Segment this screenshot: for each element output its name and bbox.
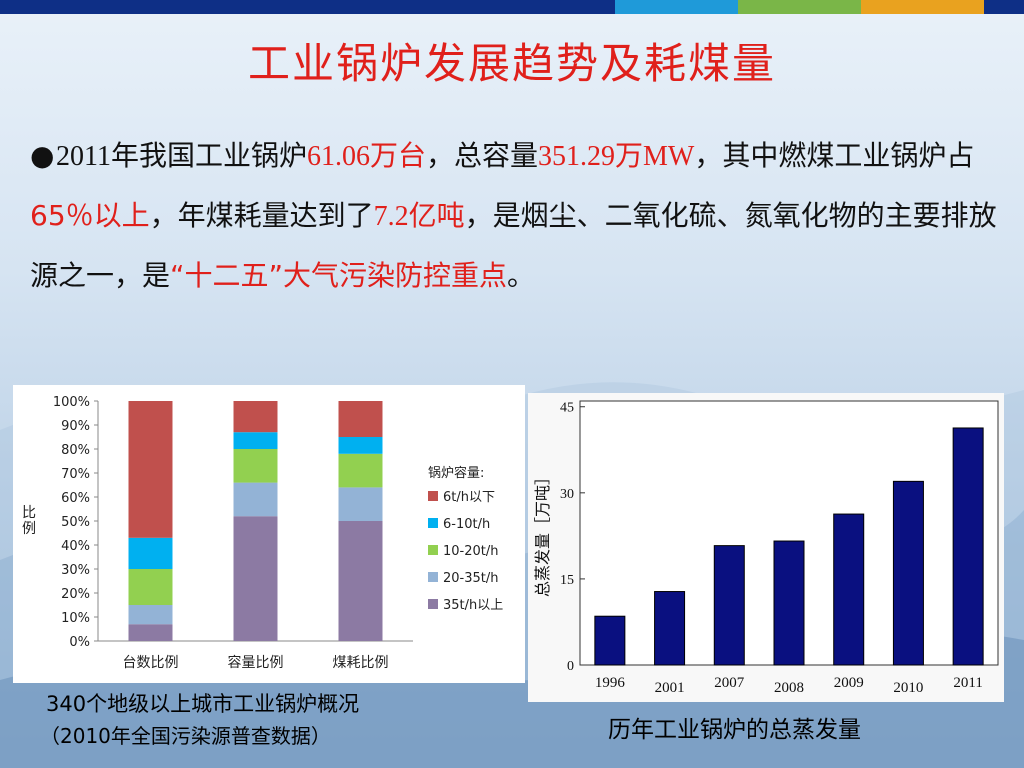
x-category-label: 台数比例 xyxy=(123,655,179,671)
bar xyxy=(833,513,865,666)
evaporation-bar-chart: 0 15 30 45 总蒸发量［万吨］ 1996 2001 2007 2008 2009 2010 2… xyxy=(533,400,999,696)
summary-paragraph: ●2011年我国工业锅炉61.06万台，总容量351.29万MW，其中燃煤工业锅… xyxy=(30,126,1000,305)
stacked-bar-segment xyxy=(233,516,278,641)
y-tick-label: 30% xyxy=(61,563,90,578)
top-bar-navy-end xyxy=(984,0,1024,14)
stacked-bar-segment xyxy=(233,432,278,449)
legend-entry: 6-10t/h xyxy=(443,517,490,532)
stacked-bar-segment xyxy=(338,521,383,641)
paragraph-run: 。 xyxy=(507,259,536,292)
paragraph-run: 65％以上 xyxy=(30,199,150,232)
x-category-label: 2001 xyxy=(655,680,685,696)
slide-title: 工业锅炉发展趋势及耗煤量 xyxy=(247,39,776,88)
stacked-bar-segment xyxy=(128,605,173,625)
legend-entry: 35t/h以上 xyxy=(443,598,503,613)
legend-swatch xyxy=(428,545,438,555)
left-caption-1: 340个地级以上城市工业锅炉概况 xyxy=(46,692,360,716)
stacked-chart-panel: 0% 10% 20% 30% 40% 50% 60% 70% 80% 90% 100% 比例台数比例 容… xyxy=(13,385,525,683)
stacked-bar-segment xyxy=(128,537,173,569)
y-tick-label: 10% xyxy=(61,611,90,626)
stacked-bar-segment xyxy=(128,401,173,538)
legend-swatch xyxy=(428,572,438,582)
paragraph-run: ，是烟尘、二氧化硫、氮氧化物的主要排放源之一，是 xyxy=(30,199,997,292)
x-category-label: 煤耗比例 xyxy=(333,655,389,671)
left-caption-2: （2010年全国污染源普查数据） xyxy=(40,724,331,748)
y-tick-label: 70% xyxy=(61,467,90,482)
legend-entry: 6t/h以下 xyxy=(443,490,495,505)
y-axis-label: 例 xyxy=(22,521,36,537)
paragraph-run: 61.06 xyxy=(306,141,370,172)
y-tick-label: 90% xyxy=(61,419,90,434)
paragraph-run: “十二五”大气污染防控重点 xyxy=(170,259,508,292)
y-tick-label: 50% xyxy=(61,515,90,530)
y-axis-label: 总蒸发量［万吨］ xyxy=(533,469,552,597)
stacked-bar-segment xyxy=(233,401,278,433)
paragraph-run: ，总容量 xyxy=(426,139,539,172)
paragraph-run: 351.29 xyxy=(538,141,616,172)
y-tick-label: 60% xyxy=(61,491,90,506)
x-category-label: 2007 xyxy=(714,675,745,691)
paragraph-run: 2011 xyxy=(56,141,111,172)
x-category-label: 2008 xyxy=(774,680,804,696)
y-tick-label: 0 xyxy=(567,659,574,674)
top-bar-orange xyxy=(861,0,984,14)
paragraph-run: 万台 xyxy=(369,139,426,172)
legend-swatch xyxy=(428,491,438,501)
paragraph-run: 亿吨 xyxy=(408,199,465,232)
top-color-bar xyxy=(0,0,1024,14)
stacked-bar-segment xyxy=(338,401,383,437)
paragraph-run: 年我国工业锅炉 xyxy=(110,139,307,172)
paragraph-run: 7.2 xyxy=(373,201,409,232)
top-bar-navy xyxy=(0,0,615,14)
bar xyxy=(892,480,924,666)
x-category-label: 容量比例 xyxy=(228,654,284,671)
bar xyxy=(952,427,984,666)
stacked-bar-segment xyxy=(128,624,173,641)
legend-title: 锅炉容量: xyxy=(428,465,484,481)
stacked-bar-segment xyxy=(233,482,278,517)
x-category-label: 2011 xyxy=(953,675,982,691)
top-bar-blue xyxy=(615,0,738,14)
y-tick-label: 20% xyxy=(61,587,90,602)
stacked-bar-segment xyxy=(128,569,173,605)
y-tick-label: 30 xyxy=(560,487,574,502)
y-tick-label: 45 xyxy=(560,401,574,416)
stacked-bar-segment xyxy=(233,449,278,483)
bar xyxy=(713,545,745,666)
paragraph-run: 万 xyxy=(615,139,644,172)
y-axis-label: 比 xyxy=(22,505,36,521)
legend-entry: 10-20t/h xyxy=(443,544,499,559)
paragraph-run: ，年煤耗量达到了 xyxy=(149,199,374,232)
legend-swatch xyxy=(428,599,438,609)
y-tick-label: 80% xyxy=(61,443,90,458)
evaporation-chart-panel: 0 15 30 45 总蒸发量［万吨］ 1996 2001 2007 2008 2009 2010 2… xyxy=(528,393,1004,702)
right-caption: 历年工业锅炉的总蒸发量 xyxy=(608,717,861,743)
y-tick-label: 100% xyxy=(53,395,90,410)
legend-entry: 20-35t/h xyxy=(443,571,499,586)
y-tick-label: 15 xyxy=(560,573,574,588)
top-bar-green xyxy=(738,0,861,14)
paragraph-run: ，其中燃煤工业锅炉占 xyxy=(694,139,975,172)
bar xyxy=(594,615,626,666)
paragraph-body: 2011年我国工业锅炉61.06万台，总容量351.29万MW，其中燃煤工业锅炉… xyxy=(30,139,997,292)
bar xyxy=(654,591,686,666)
x-category-label: 1996 xyxy=(595,675,626,691)
stacked-bar-segment xyxy=(338,487,383,521)
stacked-bar-segment xyxy=(338,437,383,454)
bar xyxy=(773,540,805,666)
y-tick-label: 0% xyxy=(69,635,90,650)
x-category-label: 2009 xyxy=(834,675,864,691)
stacked-bar-segment xyxy=(338,453,383,488)
legend-swatch xyxy=(428,518,438,528)
bullet-icon: ● xyxy=(30,139,55,172)
paragraph-run: MW xyxy=(643,141,695,172)
y-tick-label: 40% xyxy=(61,539,90,554)
x-category-label: 2010 xyxy=(893,680,923,696)
